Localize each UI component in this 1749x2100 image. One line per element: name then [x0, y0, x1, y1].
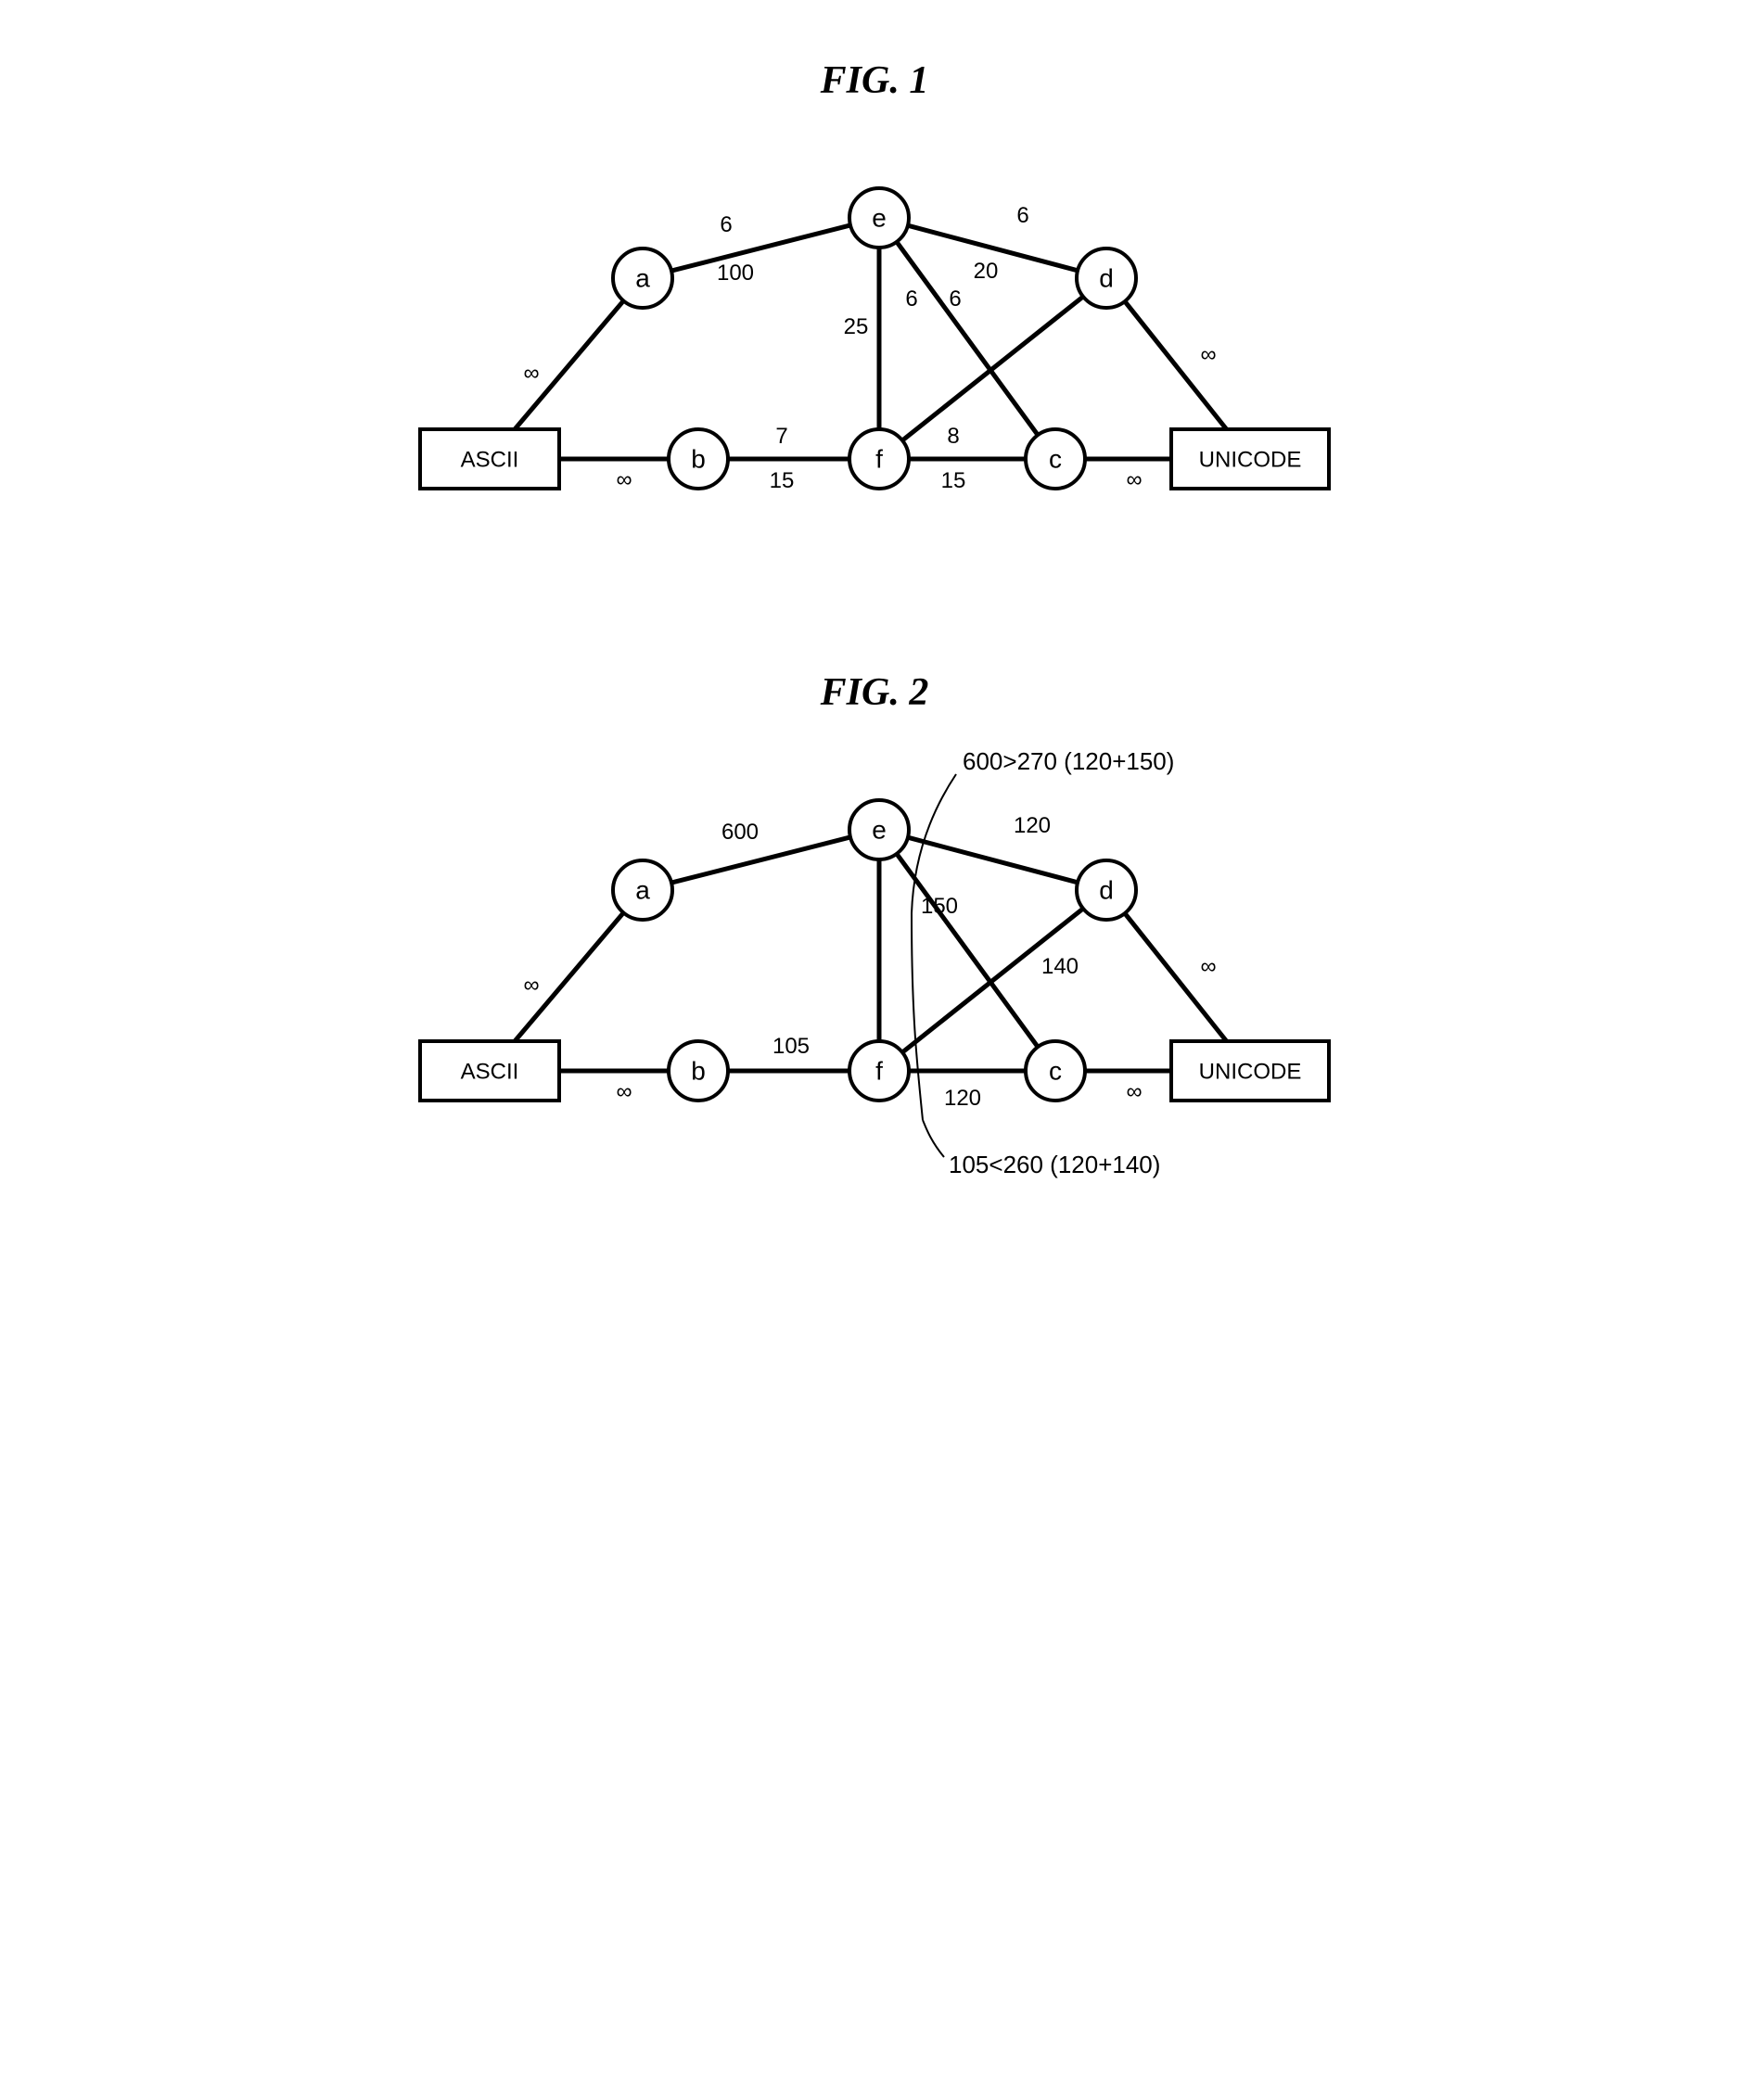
node-label-ascii: ASCII	[461, 1059, 519, 1084]
edge-a-e	[671, 225, 850, 271]
node-label-e: e	[872, 815, 887, 844]
edge-label-a-e-0: 6	[720, 212, 732, 237]
node-label-c: c	[1049, 444, 1062, 473]
node-label-b: b	[691, 1056, 706, 1085]
edge-f-d	[902, 297, 1083, 440]
edge-label-ascii-a-0: ∞	[523, 973, 539, 998]
node-label-unicode: UNICODE	[1199, 447, 1302, 472]
callout-leader-0	[912, 774, 956, 1120]
edge-label-e-d-1: 20	[974, 259, 999, 284]
node-label-c: c	[1049, 1056, 1062, 1085]
node-label-ascii: ASCII	[461, 447, 519, 472]
edge-e-c	[897, 242, 1038, 435]
edge-a-e	[671, 837, 850, 883]
edge-label-a-e-1: 100	[717, 261, 754, 286]
edge-label-ascii-b-0: ∞	[616, 1079, 632, 1104]
edge-label-e-f-0: 6	[905, 286, 917, 312]
edge-label-d-unicode-0: ∞	[1200, 954, 1216, 979]
edge-f-d	[902, 909, 1083, 1052]
node-label-f: f	[875, 1056, 883, 1085]
edge-label-ascii-b-0: ∞	[616, 467, 632, 492]
edge-label-f-c-0: 8	[947, 424, 959, 449]
edge-label-e-d-0: 120	[1014, 813, 1051, 838]
figure-title: FIG. 2	[820, 671, 929, 714]
callout-text-0: 600>270 (120+150)	[963, 747, 1174, 775]
edge-label-f-c-1: 15	[941, 468, 966, 493]
node-label-d: d	[1099, 263, 1114, 292]
node-label-e: e	[872, 203, 887, 232]
node-label-a: a	[635, 875, 650, 904]
callout-text-1: 105<260 (120+140)	[949, 1151, 1160, 1178]
node-label-a: a	[635, 263, 650, 292]
node-label-d: d	[1099, 875, 1114, 904]
edge-label-b-f-1: 15	[770, 468, 795, 493]
edge-label-ascii-a-0: ∞	[523, 361, 539, 386]
figure-title: FIG. 1	[820, 59, 929, 102]
edge-label-f-c-0: 120	[944, 1086, 981, 1111]
node-label-unicode: UNICODE	[1199, 1059, 1302, 1084]
edge-label-c-unicode-0: ∞	[1126, 1079, 1142, 1104]
edge-e-d	[908, 837, 1078, 883]
callout-leader-1	[923, 1120, 944, 1157]
edge-label-b-f-0: 105	[772, 1034, 810, 1059]
edge-label-d-unicode-0: ∞	[1200, 342, 1216, 367]
edge-label-e-c-0: 6	[949, 286, 961, 312]
edge-e-c	[897, 854, 1038, 1047]
edge-label-f-d-0: 140	[1041, 954, 1079, 979]
node-label-f: f	[875, 444, 883, 473]
node-label-b: b	[691, 444, 706, 473]
edge-label-c-unicode-0: ∞	[1126, 467, 1142, 492]
edge-label-b-f-0: 7	[775, 424, 787, 449]
edge-label-e-f-1: 25	[844, 314, 869, 339]
edge-label-a-e-0: 600	[721, 820, 759, 845]
edge-label-e-d-0: 6	[1016, 203, 1028, 228]
